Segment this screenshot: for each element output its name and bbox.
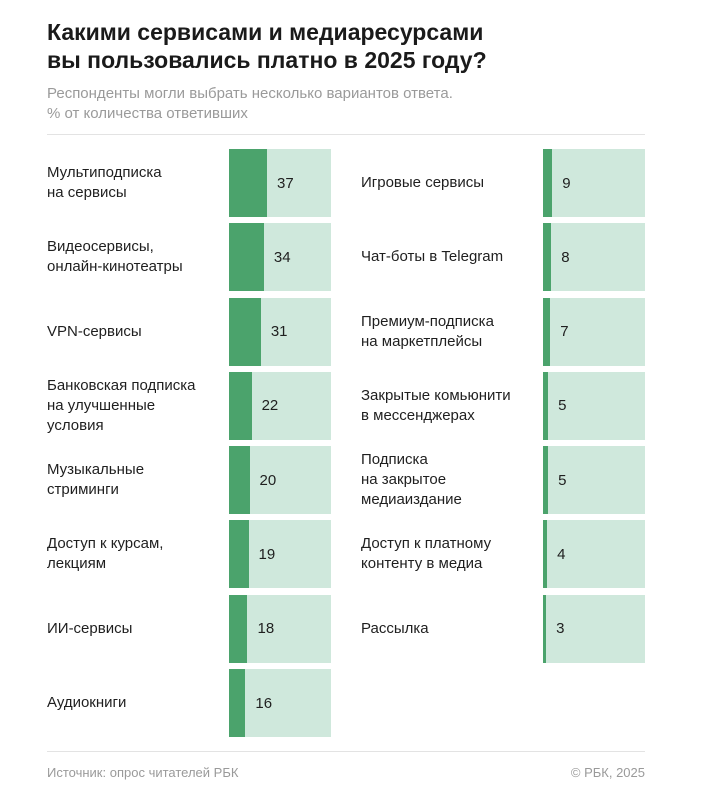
value-label: 9 xyxy=(562,174,571,192)
value-label: 3 xyxy=(556,620,565,638)
bar-track xyxy=(543,149,645,217)
bar-track xyxy=(229,594,331,663)
value-label: 22 xyxy=(261,397,279,415)
bar xyxy=(543,297,551,366)
chart-title: Какими сервисами и медиаресурсами вы пол… xyxy=(47,18,667,74)
category-label: Мультиподписка на сервисы xyxy=(47,164,162,201)
category-label: Подписка на закрытое медиаиздание xyxy=(361,451,462,509)
category-label: Закрытые комьюнити в мессенджерах xyxy=(361,386,511,424)
bar xyxy=(543,594,547,663)
category-label: Музыкальные стриминги xyxy=(47,461,145,499)
bar xyxy=(543,520,548,589)
bar xyxy=(229,149,267,217)
category-label: ИИ-сервисы xyxy=(47,619,133,637)
chart-subtitle: Респонденты могли выбрать несколько вари… xyxy=(47,84,647,124)
bar xyxy=(229,669,246,738)
bar-track xyxy=(229,149,331,217)
category-label: Чат-боты в Telegram xyxy=(361,248,504,266)
bottom-divider xyxy=(47,751,645,752)
bar xyxy=(229,371,252,440)
category-label: Доступ к курсам, лекциям xyxy=(47,535,164,573)
top-divider xyxy=(47,134,645,135)
value-label: 18 xyxy=(257,620,275,638)
bar-track xyxy=(229,223,331,292)
category-label: Банковская подписка на улучшенные услови… xyxy=(47,376,196,434)
bar xyxy=(229,446,250,515)
bar-track xyxy=(543,223,645,292)
subtitle-line-1: Респонденты могли выбрать несколько вари… xyxy=(47,85,453,102)
bar-track xyxy=(543,520,645,589)
value-label: 34 xyxy=(273,248,291,266)
source-note: Источник: опрос читателей РБК xyxy=(47,765,239,780)
bar xyxy=(229,297,261,366)
value-label: 4 xyxy=(557,545,566,563)
category-label: Аудиокниги xyxy=(47,694,127,712)
value-label: 8 xyxy=(561,248,570,266)
category-label: Доступ к платному контенту в медиа xyxy=(361,535,492,573)
bar-track xyxy=(543,446,645,515)
bar xyxy=(543,223,552,292)
value-label: 20 xyxy=(259,471,277,489)
title-line-2: вы пользовались платно в 2025 году? xyxy=(47,47,487,73)
title-line-1: Какими сервисами и медиаресурсами xyxy=(47,19,484,45)
subtitle-line-2: % от количества ответивших xyxy=(47,105,248,122)
value-label: 16 xyxy=(255,694,273,712)
category-label: Премиум-подписка на маркетплейсы xyxy=(361,312,494,350)
value-label: 37 xyxy=(277,174,294,192)
category-label: Видеосервисы, онлайн-кинотеатры xyxy=(47,238,183,276)
bar-track xyxy=(543,297,645,366)
bar xyxy=(543,446,549,515)
value-label: 7 xyxy=(560,323,569,341)
bar xyxy=(543,149,553,217)
value-label: 19 xyxy=(258,545,276,563)
value-label: 31 xyxy=(270,323,288,341)
category-label: VPN-сервисы xyxy=(47,322,142,340)
category-label: Игровые сервисы xyxy=(361,174,485,191)
value-label: 5 xyxy=(558,397,567,415)
bar xyxy=(229,223,264,292)
bar-track xyxy=(229,520,331,589)
category-label: Рассылка xyxy=(361,619,429,637)
bar-track xyxy=(543,371,645,440)
bar xyxy=(543,371,549,440)
bar-track xyxy=(229,297,331,366)
bar xyxy=(229,594,248,663)
copyright-note: © РБК, 2025 xyxy=(570,765,645,780)
bar-track xyxy=(543,594,645,663)
value-label: 5 xyxy=(558,471,567,489)
bar-track xyxy=(229,371,331,440)
bar-track xyxy=(229,446,331,515)
bar xyxy=(229,520,249,589)
bar-track xyxy=(229,669,331,738)
